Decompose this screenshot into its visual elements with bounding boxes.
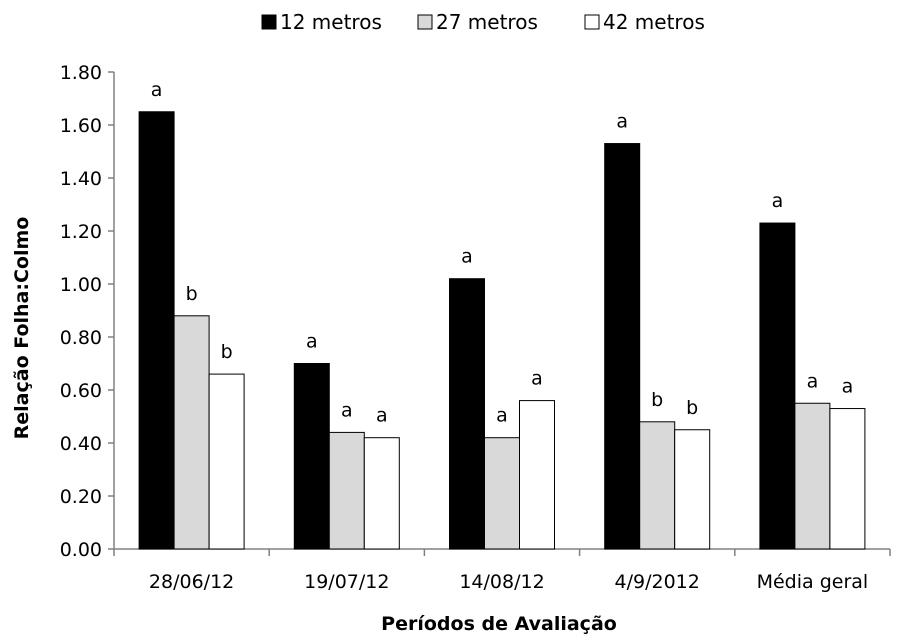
significance-label: a [496, 405, 508, 427]
bar [639, 421, 676, 550]
x-axis-title: Períodos de Avaliação [381, 613, 617, 635]
significance-label: a [306, 331, 318, 353]
significance-label: a [842, 376, 854, 398]
y-tick-label: 0.00 [60, 539, 102, 561]
significance-label: a [616, 111, 628, 133]
significance-label: a [151, 79, 163, 101]
bar [759, 222, 796, 550]
bar [604, 143, 641, 550]
significance-label: b [651, 389, 663, 411]
legend-label: 12 metros [280, 10, 382, 34]
bar [829, 408, 866, 550]
legend: 12 metros 27 metros 42 metros [261, 10, 705, 34]
legend-label: 42 metros [603, 10, 705, 34]
x-axis: 28/06/12 19/07/12 14/08/12 4/9/2012 Média ge… [113, 548, 891, 593]
bar [138, 111, 175, 550]
x-tick-label: 4/9/2012 [615, 571, 700, 593]
bar [449, 278, 485, 550]
y-axis-title: Relação Folha:Colmo [11, 217, 33, 440]
y-tick-label: 0.60 [60, 380, 102, 402]
x-tick-label: 28/06/12 [149, 571, 234, 593]
y-tick-label: 1.40 [60, 168, 102, 190]
bar [794, 402, 831, 550]
y-tick-label: 1.20 [60, 221, 102, 243]
significance-label: b [686, 397, 698, 419]
bar [519, 400, 555, 550]
significance-label: a [461, 246, 473, 268]
x-tick-label: 14/08/12 [459, 571, 544, 593]
legend-swatch [584, 14, 600, 30]
significance-label: a [341, 399, 353, 421]
bar [173, 315, 210, 550]
significance-label: a [531, 368, 543, 390]
y-tick-label: 1.00 [60, 274, 102, 296]
bar [293, 363, 330, 550]
x-tick-label: 19/07/12 [304, 571, 389, 593]
y-axis: 0.00 0.20 0.40 0.60 0.80 1.00 1.20 1.40 1.60 1.80 [60, 62, 115, 561]
legend-swatch [261, 14, 277, 30]
y-tick-label: 1.80 [60, 62, 102, 84]
y-tick-label: 0.40 [60, 433, 102, 455]
bars [138, 111, 866, 550]
y-tick-label: 0.20 [60, 486, 102, 508]
significance-label: a [772, 190, 784, 212]
legend-swatch [417, 14, 433, 30]
y-tick-label: 1.60 [60, 115, 102, 137]
significance-labels: a b b a a a a a a a b b a a a [151, 79, 853, 427]
legend-label: 27 metros [436, 10, 538, 34]
significance-label: b [221, 341, 233, 363]
significance-label: a [807, 370, 819, 392]
bar [208, 373, 245, 550]
bar [328, 431, 365, 550]
x-tick-label: Média geral [757, 571, 869, 593]
bar [363, 437, 400, 550]
bar [484, 437, 520, 550]
bar [674, 429, 711, 550]
significance-label: b [186, 283, 198, 305]
y-tick-label: 0.80 [60, 327, 102, 349]
significance-label: a [376, 405, 388, 427]
